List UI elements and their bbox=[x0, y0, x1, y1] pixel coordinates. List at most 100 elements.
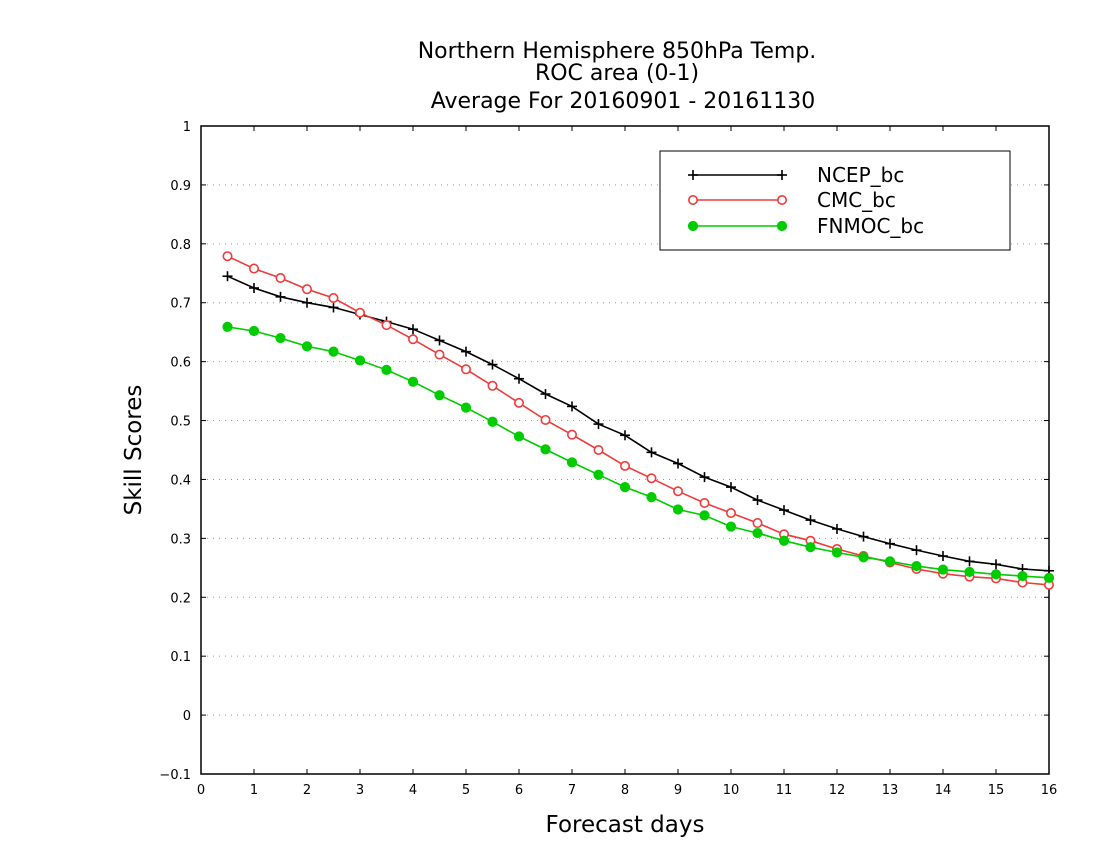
y-tick-label: 0.4 bbox=[170, 473, 191, 488]
y-tick-label: 0.6 bbox=[170, 356, 191, 371]
data-point bbox=[593, 444, 604, 455]
chart-title: Northern Hemisphere 850hPa Temp. ROC are… bbox=[418, 39, 817, 114]
data-point bbox=[937, 564, 949, 575]
legend-label: NCEP_bc bbox=[817, 163, 904, 187]
legend-label: FNMOC_bc bbox=[817, 214, 924, 238]
data-point bbox=[513, 397, 524, 408]
data-point bbox=[752, 518, 763, 529]
data-point bbox=[858, 552, 869, 563]
series-ncep-bc bbox=[222, 271, 1054, 576]
grid-lines bbox=[201, 184, 1049, 716]
data-point bbox=[222, 251, 233, 262]
data-point bbox=[620, 430, 630, 441]
data-point bbox=[460, 402, 472, 413]
legend-label: CMC_bc bbox=[817, 188, 896, 212]
data-point bbox=[407, 334, 418, 345]
data-series bbox=[222, 251, 1055, 590]
data-point bbox=[964, 556, 975, 567]
data-point bbox=[381, 364, 392, 375]
series-cmc-bc bbox=[222, 251, 1055, 590]
data-point bbox=[248, 325, 260, 337]
x-tick-label: 13 bbox=[882, 783, 899, 798]
data-point bbox=[593, 469, 604, 480]
y-tick-label: 0.7 bbox=[170, 297, 191, 312]
data-point bbox=[514, 373, 524, 384]
x-tick-label: 14 bbox=[935, 783, 952, 798]
legend-marker bbox=[776, 195, 787, 206]
data-point bbox=[487, 416, 498, 427]
x-tick-label: 16 bbox=[1041, 783, 1058, 798]
data-point bbox=[381, 320, 392, 331]
data-point bbox=[434, 349, 445, 360]
data-point bbox=[249, 263, 260, 274]
data-point bbox=[619, 460, 630, 471]
data-point bbox=[646, 473, 657, 484]
legend-marker bbox=[687, 195, 698, 206]
data-point bbox=[831, 547, 843, 558]
legend-entry: NCEP_bc bbox=[688, 163, 904, 187]
data-point bbox=[990, 569, 1002, 580]
x-tick-label: 8 bbox=[621, 783, 629, 798]
data-point bbox=[513, 431, 525, 442]
data-point bbox=[301, 341, 313, 352]
data-point bbox=[725, 508, 736, 519]
x-tick-label: 10 bbox=[723, 783, 740, 798]
data-point bbox=[832, 523, 842, 534]
data-point bbox=[487, 380, 498, 391]
data-point bbox=[884, 556, 896, 567]
series-line bbox=[227, 326, 1050, 579]
data-point bbox=[328, 293, 339, 304]
data-point bbox=[1043, 572, 1055, 583]
data-point bbox=[540, 389, 551, 400]
data-point bbox=[752, 527, 763, 539]
legend-marker bbox=[688, 170, 698, 180]
data-point bbox=[805, 515, 816, 526]
y-tick-label: 0.8 bbox=[170, 238, 191, 253]
data-point bbox=[964, 566, 975, 578]
data-point bbox=[778, 535, 790, 546]
data-point bbox=[461, 346, 471, 357]
legend-entry: CMC_bc bbox=[687, 188, 896, 212]
series-fnmoc-bc bbox=[222, 321, 1055, 583]
x-tick-label: 1 bbox=[250, 783, 258, 798]
chart-title-line-3: Average For 20160901 - 20161130 bbox=[431, 89, 816, 114]
data-point bbox=[646, 447, 657, 458]
x-tick-label: 7 bbox=[568, 783, 576, 798]
data-point bbox=[911, 545, 922, 556]
data-point bbox=[567, 401, 577, 412]
x-tick-label: 2 bbox=[303, 783, 311, 798]
data-point bbox=[672, 504, 684, 515]
data-point bbox=[726, 482, 736, 493]
y-axis-ticks: −0.1 0 0.1 0.2 0.3 0.4 0.5 0.6 0.7 0.8 0.9 1 bbox=[159, 120, 1049, 783]
x-tick-label: 5 bbox=[462, 783, 470, 798]
x-tick-label: 12 bbox=[829, 783, 846, 798]
x-axis-label: Forecast days bbox=[546, 812, 705, 838]
data-point bbox=[222, 321, 233, 332]
data-point bbox=[1017, 570, 1028, 582]
data-point bbox=[911, 560, 922, 572]
data-point bbox=[408, 324, 418, 335]
x-tick-label: 3 bbox=[356, 783, 364, 798]
series-line bbox=[227, 275, 1050, 572]
data-point bbox=[301, 284, 312, 295]
data-point bbox=[354, 355, 366, 366]
chart-title-line-2: ROC area (0-1) bbox=[535, 61, 699, 86]
data-point bbox=[991, 559, 1001, 570]
x-axis-ticks: 0 1 2 3 4 5 6 7 8 9 10 11 12 13 14 15 16 bbox=[197, 126, 1057, 798]
data-point bbox=[938, 551, 948, 562]
data-point bbox=[275, 291, 286, 302]
y-tick-label: 1 bbox=[183, 120, 191, 135]
x-tick-label: 9 bbox=[674, 783, 682, 798]
data-point bbox=[646, 492, 657, 503]
y-tick-label: 0.1 bbox=[170, 650, 191, 665]
y-tick-label: 0.3 bbox=[170, 532, 191, 547]
chart-title-line-1: Northern Hemisphere 850hPa Temp. bbox=[418, 39, 817, 64]
y-tick-label: 0 bbox=[183, 709, 191, 724]
data-point bbox=[275, 332, 286, 344]
data-point bbox=[460, 364, 471, 375]
data-point bbox=[672, 486, 683, 497]
data-point bbox=[407, 376, 419, 387]
data-point bbox=[566, 429, 577, 440]
data-point bbox=[222, 271, 233, 282]
